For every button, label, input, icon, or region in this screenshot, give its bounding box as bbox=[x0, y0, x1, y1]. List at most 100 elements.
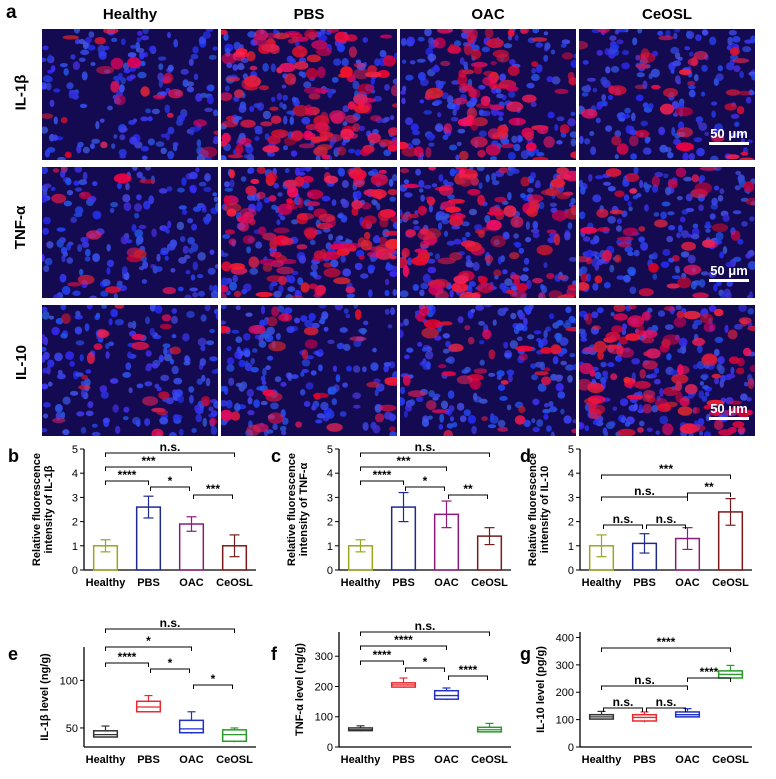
sig-label-e-2: **** bbox=[118, 650, 137, 664]
sig-bracket-c-0 bbox=[360, 452, 490, 457]
y-axis-label-line2-c: intensity of TNF-α bbox=[298, 463, 310, 557]
x-tick-label-e-0: Healthy bbox=[86, 754, 127, 766]
sig-bracket-g-3 bbox=[603, 707, 643, 712]
sig-bracket-d-3 bbox=[603, 524, 643, 529]
x-tick-label-c-2: OAC bbox=[434, 577, 459, 589]
panel-letter-c: c bbox=[271, 446, 281, 466]
y-tick-label-d-2: 2 bbox=[568, 517, 574, 529]
x-tick-label-c-3: CeOSL bbox=[471, 577, 508, 589]
y-tick-label-g-4: 400 bbox=[556, 632, 574, 644]
y-tick-label-d-1: 1 bbox=[568, 541, 574, 553]
sig-bracket-c-3 bbox=[405, 486, 445, 491]
sig-bracket-e-3 bbox=[150, 668, 190, 673]
scale-bar-row2: 50 μm bbox=[709, 263, 749, 282]
x-tick-label-b-3: CeOSL bbox=[216, 577, 253, 589]
sig-label-c-4: ** bbox=[463, 482, 473, 496]
scale-bar-row3: 50 μm bbox=[709, 401, 749, 420]
x-tick-label-b-1: PBS bbox=[137, 577, 160, 589]
sig-label-b-1: *** bbox=[141, 454, 155, 468]
y-axis-label-f: TNF-α level (ng/g) bbox=[294, 643, 306, 736]
x-tick-label-b-0: Healthy bbox=[86, 577, 127, 589]
panel-letter-e: e bbox=[8, 644, 18, 664]
y-axis-label-line1-d: Relative fluorescence bbox=[527, 453, 539, 566]
scale-bar-row1: 50 μm bbox=[709, 126, 749, 145]
sig-bracket-b-3 bbox=[150, 486, 190, 491]
y-axis-label-line2-d: intensity of IL-10 bbox=[539, 466, 551, 553]
y-tick-label-c-0: 0 bbox=[327, 565, 333, 577]
sig-bracket-b-0 bbox=[105, 452, 235, 457]
y-axis-label-e: IL-1β level (ng/g) bbox=[39, 653, 51, 741]
sig-bracket-d-4 bbox=[646, 524, 686, 529]
y-tick-label-b-3: 3 bbox=[72, 492, 78, 504]
x-tick-label-d-1: PBS bbox=[633, 577, 656, 589]
sig-label-g-0: **** bbox=[657, 635, 676, 649]
sig-bracket-c-4 bbox=[448, 494, 488, 499]
y-tick-label-b-5: 5 bbox=[72, 444, 78, 456]
col-head-oac: OAC bbox=[471, 6, 505, 23]
sig-label-f-0: n.s. bbox=[415, 619, 436, 633]
sig-bracket-b-4 bbox=[193, 494, 233, 499]
micrograph-2-4 bbox=[579, 167, 755, 298]
y-tick-label-g-2: 200 bbox=[556, 687, 574, 699]
y-tick-label-c-4: 4 bbox=[327, 468, 333, 480]
sig-label-g-1: n.s. bbox=[634, 673, 655, 687]
y-tick-label-e-0: 50 bbox=[66, 723, 78, 735]
sig-bracket-d-2 bbox=[687, 492, 731, 497]
x-tick-label-c-0: Healthy bbox=[341, 577, 382, 589]
y-axis-label-g: IL-10 level (pg/g) bbox=[535, 646, 547, 733]
x-tick-label-d-2: OAC bbox=[675, 577, 700, 589]
sig-label-d-1: n.s. bbox=[634, 484, 655, 498]
sig-label-b-3: * bbox=[168, 474, 173, 488]
micrograph-1-4 bbox=[579, 29, 755, 160]
sig-bracket-g-2 bbox=[687, 677, 731, 682]
sig-label-g-2: **** bbox=[700, 665, 719, 679]
micrograph-2-1 bbox=[42, 167, 218, 298]
y-axis-label-text-f: TNF-α level (ng/g) bbox=[294, 643, 306, 736]
y-axis-label-text-e: IL-1β level (ng/g) bbox=[39, 653, 51, 741]
panel-letter-a: a bbox=[6, 2, 17, 23]
micrograph-3-1 bbox=[42, 305, 218, 436]
y-axis-label-b: Relative fluorescence intensity of IL-1β bbox=[31, 453, 55, 566]
sig-label-d-2: ** bbox=[704, 480, 714, 494]
col-head-ceosl: CeOSL bbox=[641, 6, 692, 23]
sig-label-b-2: **** bbox=[118, 468, 137, 482]
micrograph-3-2 bbox=[221, 305, 397, 436]
sig-label-d-0: *** bbox=[659, 462, 673, 476]
sig-label-b-4: *** bbox=[206, 482, 220, 496]
x-tick-label-b-2: OAC bbox=[179, 577, 204, 589]
x-tick-label-f-0: Healthy bbox=[341, 754, 382, 766]
y-tick-label-d-4: 4 bbox=[568, 468, 574, 480]
y-tick-label-b-4: 4 bbox=[72, 468, 78, 480]
sig-bracket-c-1 bbox=[360, 466, 447, 471]
y-axis-label-text-g: IL-10 level (pg/g) bbox=[535, 646, 547, 733]
sig-bracket-g-1 bbox=[601, 685, 688, 690]
micrograph-3-3 bbox=[400, 305, 576, 436]
sig-bracket-f-0 bbox=[360, 631, 490, 636]
micrograph-1-3 bbox=[400, 29, 576, 160]
x-tick-label-f-3: CeOSL bbox=[471, 754, 508, 766]
y-tick-label-c-3: 3 bbox=[327, 492, 333, 504]
sig-bracket-f-2 bbox=[360, 660, 404, 665]
sig-bracket-e-1 bbox=[105, 646, 192, 651]
x-tick-label-e-3: CeOSL bbox=[216, 754, 253, 766]
sig-label-c-1: *** bbox=[396, 454, 410, 468]
col-head-pbs: PBS bbox=[293, 6, 325, 23]
sig-label-c-0: n.s. bbox=[415, 440, 436, 454]
micrograph-2-2 bbox=[221, 167, 397, 298]
sig-bracket-f-1 bbox=[360, 645, 447, 650]
sig-label-d-3: n.s. bbox=[613, 512, 634, 526]
sig-bracket-g-4 bbox=[646, 707, 686, 712]
x-tick-label-g-0: Healthy bbox=[582, 754, 623, 766]
micrograph-3-4 bbox=[579, 305, 755, 436]
x-tick-label-e-1: PBS bbox=[137, 754, 160, 766]
sig-label-e-4: * bbox=[211, 672, 216, 686]
micrograph-1-1 bbox=[42, 29, 218, 160]
y-tick-label-c-5: 5 bbox=[327, 444, 333, 456]
y-tick-label-g-1: 100 bbox=[556, 715, 574, 727]
y-axis-label-line1-b: Relative fluorescence bbox=[31, 453, 43, 566]
y-tick-label-b-0: 0 bbox=[72, 565, 78, 577]
x-tick-label-g-2: OAC bbox=[675, 754, 700, 766]
x-tick-label-e-2: OAC bbox=[179, 754, 204, 766]
col-head-healthy: Healthy bbox=[102, 6, 158, 23]
sig-bracket-b-2 bbox=[105, 480, 149, 485]
